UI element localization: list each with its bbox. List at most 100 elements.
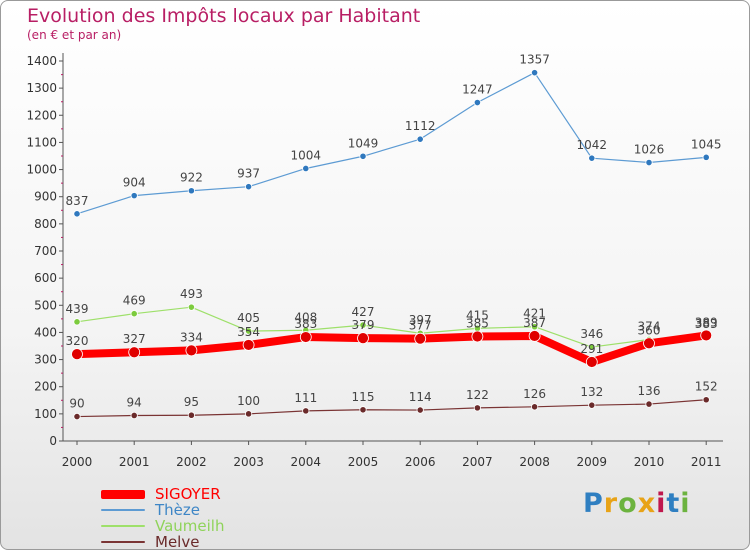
data-label: 126: [523, 387, 546, 401]
data-point: [185, 344, 198, 357]
series-line: [76, 399, 707, 418]
data-point: [585, 356, 598, 368]
x-tick-label: 2009: [577, 455, 608, 469]
data-point: [245, 410, 253, 418]
line-chart: 0 100 200 300 400 500 600 700 800 900 1000 1100 1200…: [26, 53, 723, 469]
data-point: [359, 152, 367, 160]
data-point: [473, 98, 481, 107]
data-label: 334: [180, 330, 203, 344]
data-label: 937: [237, 167, 260, 181]
data-point: [643, 337, 655, 350]
x-tick-label: 2010: [634, 455, 665, 469]
data-label: 152: [695, 380, 718, 394]
data-point: [471, 330, 484, 343]
data-label: 383: [294, 317, 317, 331]
y-tick-label: 1100: [26, 135, 57, 149]
legend-swatch: [101, 489, 145, 499]
data-point: [245, 183, 253, 191]
data-label: 408: [294, 310, 317, 324]
data-label: 415: [466, 308, 489, 322]
data-label: 291: [580, 342, 603, 356]
legend-item: Melve: [101, 534, 224, 549]
y-tick-label: 600: [34, 271, 57, 285]
data-point: [130, 411, 138, 420]
data-label: 427: [352, 305, 375, 319]
y-tick-label: 200: [34, 380, 57, 394]
y-tick-label: 1000: [26, 163, 57, 177]
data-label: 837: [66, 194, 89, 208]
y-tick-label: 400: [34, 325, 57, 339]
y-tick-label: 500: [34, 298, 57, 312]
data-label: 327: [123, 332, 146, 346]
data-label: 1042: [577, 138, 608, 152]
data-label: 469: [123, 294, 146, 308]
data-label: 95: [184, 395, 199, 409]
data-label: 320: [66, 334, 89, 348]
data-point: [302, 164, 310, 173]
data-label: 111: [294, 391, 317, 405]
series-line: [73, 331, 711, 367]
data-point: [702, 396, 710, 404]
x-tick-label: 2005: [348, 455, 379, 469]
x-tick-label: 2001: [119, 455, 150, 469]
y-tick-label: 1200: [26, 108, 57, 122]
data-point: [588, 401, 596, 409]
data-point: [187, 411, 195, 419]
data-label: 100: [237, 394, 260, 408]
x-tick-label: 2004: [291, 455, 322, 469]
data-label: 377: [409, 319, 432, 333]
legend-label: Thèze: [155, 501, 200, 519]
legend-swatch: [101, 509, 145, 511]
data-label: 1357: [519, 53, 550, 67]
data-point: [588, 343, 596, 351]
chart-legend: SIGOYER Thèze Vaumeilh Melve: [101, 486, 224, 549]
data-point: [416, 406, 424, 414]
data-label: 132: [580, 385, 603, 399]
data-point: [416, 135, 424, 143]
data-point: [71, 348, 83, 361]
x-tick-label: 2003: [233, 455, 264, 469]
data-label: 346: [580, 327, 603, 341]
data-label: 122: [466, 388, 489, 402]
y-tick-label: 1300: [26, 81, 57, 95]
data-label: 374: [638, 319, 661, 333]
data-point: [530, 323, 539, 331]
data-point: [359, 321, 367, 329]
data-label: 354: [237, 325, 260, 339]
data-label: 1045: [691, 137, 722, 151]
data-label: 397: [409, 313, 432, 327]
data-label: 379: [352, 318, 375, 332]
data-point: [700, 329, 713, 342]
data-label: 90: [69, 397, 84, 411]
data-point: [73, 318, 81, 326]
legend-item: Vaumeilh: [101, 518, 224, 534]
data-point: [187, 187, 195, 195]
x-tick-label: 2008: [519, 455, 550, 469]
data-point: [702, 153, 710, 161]
data-label: 1049: [348, 136, 379, 150]
data-point: [359, 406, 367, 414]
legend-item: Thèze: [101, 502, 224, 518]
data-label: 405: [237, 311, 260, 325]
data-point: [130, 192, 138, 200]
y-tick-label: 1400: [26, 54, 57, 68]
data-point: [187, 303, 195, 311]
y-tick-label: 100: [34, 407, 57, 421]
data-point: [73, 412, 81, 421]
data-label: 439: [66, 302, 89, 316]
data-label: 1112: [405, 119, 436, 133]
data-label: 383: [695, 317, 718, 331]
y-tick-label: 900: [34, 190, 57, 204]
data-label: 94: [127, 395, 142, 409]
series-line: [76, 306, 707, 348]
data-label: 1004: [291, 148, 322, 162]
y-tick-label: 300: [34, 353, 57, 367]
x-tick-label: 2007: [462, 455, 493, 469]
data-label: 493: [180, 287, 203, 301]
data-label: 421: [523, 307, 546, 321]
data-point: [128, 346, 141, 359]
data-label: 115: [352, 390, 375, 404]
data-point: [530, 403, 539, 411]
data-point: [588, 154, 596, 162]
